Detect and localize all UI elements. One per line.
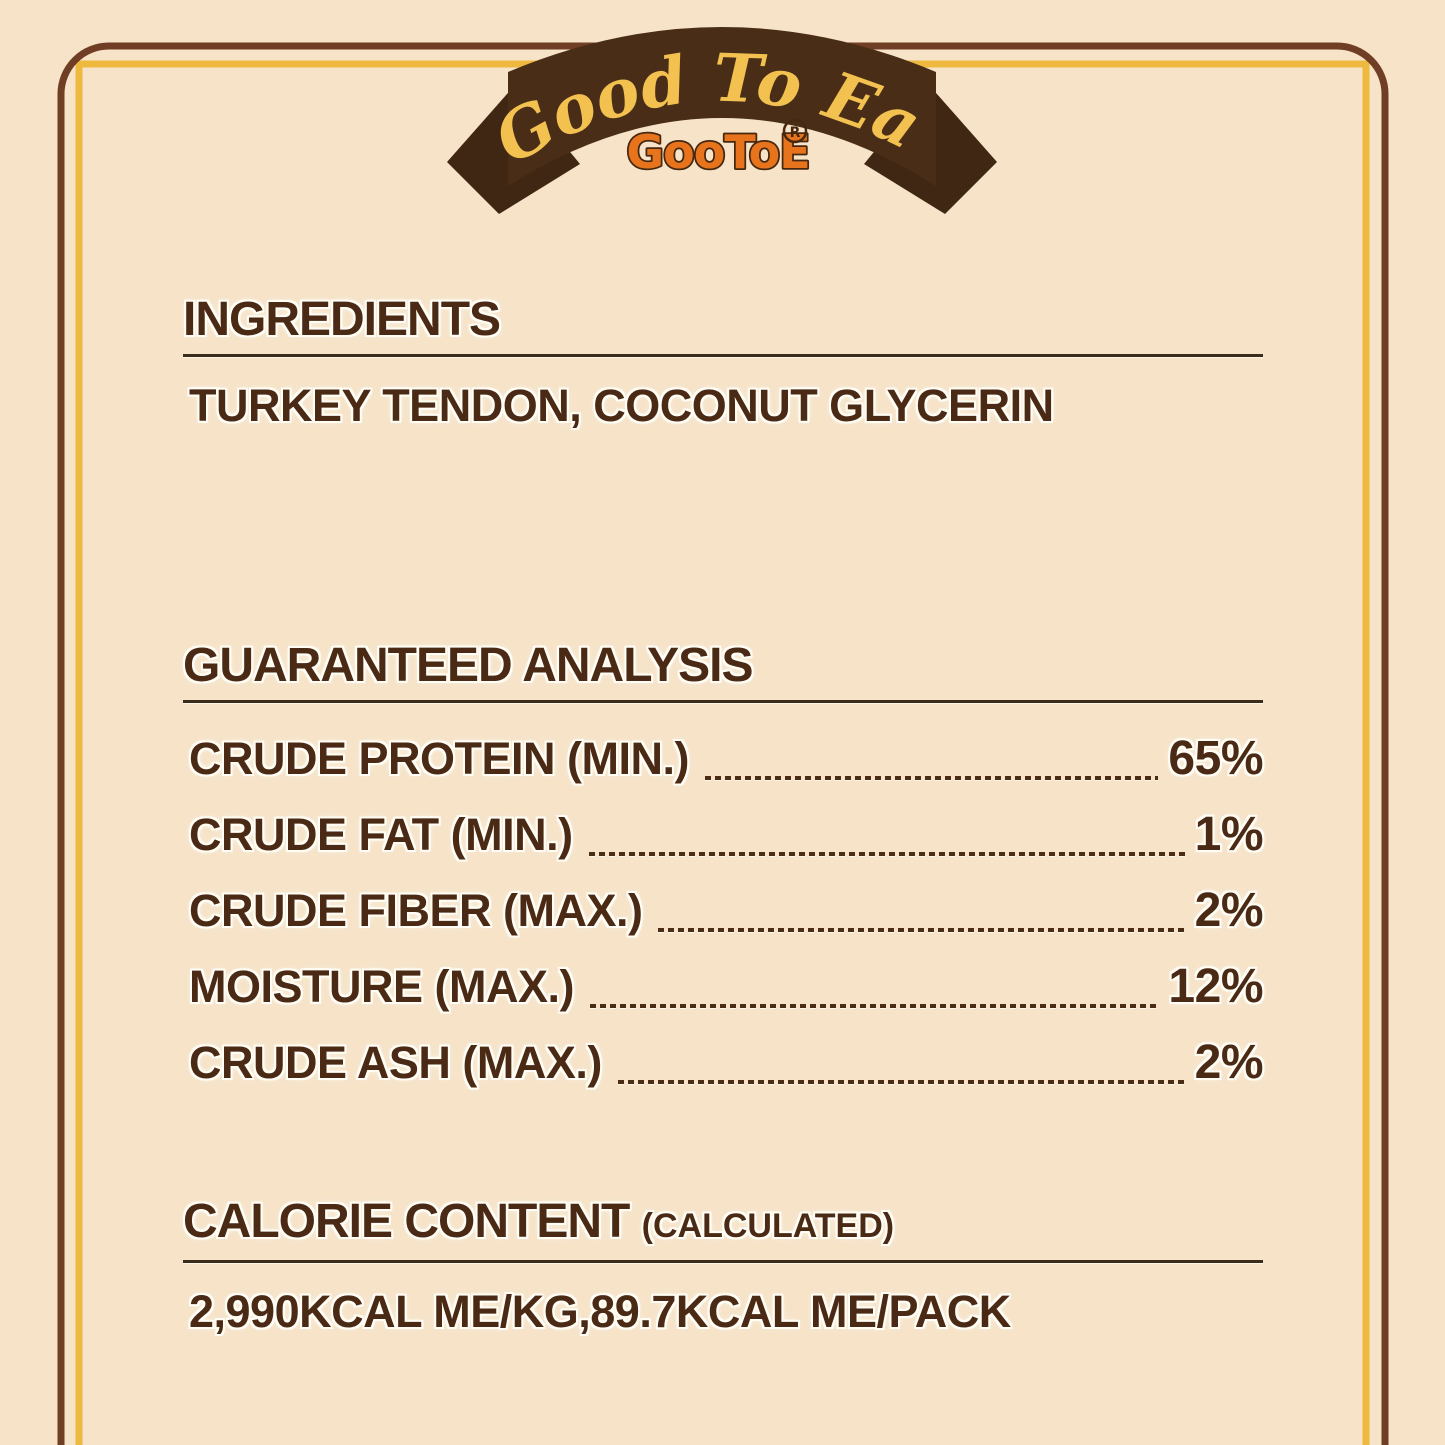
dotted-leader	[658, 928, 1185, 932]
analysis-value: 2%	[1194, 1036, 1264, 1089]
analysis-label: CRUDE ASH (MAX.)	[189, 1037, 602, 1088]
analysis-value: 2%	[1194, 884, 1264, 937]
analysis-value: 12%	[1168, 960, 1263, 1013]
label-content: INGREDIENTS TURKEY TENDON, COCONUT GLYCE…	[183, 0, 1264, 1445]
svg-text:R: R	[790, 125, 801, 141]
analysis-label: MOISTURE (MAX.)	[189, 961, 574, 1012]
analysis-value: 65%	[1168, 732, 1263, 785]
guaranteed-analysis-divider	[183, 700, 1263, 703]
analysis-label: CRUDE PROTEIN (MIN.)	[189, 733, 690, 784]
calorie-title-suffix: (CALCULATED)	[641, 1207, 895, 1245]
analysis-row-crude-fiber: CRUDE FIBER (MAX.) 2%	[183, 873, 1264, 949]
calorie-content-title: CALORIE CONTENT (CALCULATED)	[183, 1196, 1263, 1252]
ribbon-band	[508, 27, 936, 186]
calorie-divider	[183, 1260, 1263, 1263]
analysis-rows: CRUDE PROTEIN (MIN.) 65% CRUDE FAT (MIN.…	[183, 721, 1264, 1101]
calorie-body: 2,990KCAL ME/KG,89.7KCAL ME/PACK	[189, 1286, 1011, 1337]
analysis-value: 1%	[1194, 808, 1264, 861]
dotted-leader	[588, 852, 1185, 856]
registered-trademark-icon: R	[782, 118, 808, 144]
calorie-content-section: CALORIE CONTENT (CALCULATED) 2,990KCAL M…	[183, 1196, 1263, 1337]
analysis-row-crude-protein: CRUDE PROTEIN (MIN.) 65%	[183, 721, 1263, 797]
ingredients-body: TURKEY TENDON, COCONUT GLYCERIN	[189, 380, 1054, 431]
ingredients-divider	[183, 354, 1263, 357]
ingredients-section: INGREDIENTS TURKEY TENDON, COCONUT GLYCE…	[183, 294, 1263, 431]
analysis-row-moisture: MOISTURE (MAX.) 12%	[183, 949, 1263, 1025]
calorie-title-main: CALORIE CONTENT	[183, 1195, 630, 1248]
brand-wordmark: GooToE	[626, 125, 809, 179]
analysis-label: CRUDE FIBER (MAX.)	[189, 885, 643, 936]
dotted-leader	[705, 776, 1159, 780]
analysis-row-crude-fat: CRUDE FAT (MIN.) 1%	[183, 797, 1264, 873]
dotted-leader	[617, 1080, 1185, 1084]
dotted-leader	[589, 1004, 1159, 1008]
analysis-label: CRUDE FAT (MIN.)	[189, 809, 573, 860]
guaranteed-analysis-section: GUARANTEED ANALYSIS CRUDE PROTEIN (MIN.)…	[183, 639, 1264, 1101]
analysis-row-crude-ash: CRUDE ASH (MAX.) 2%	[183, 1025, 1264, 1101]
brand-banner: Good To Eat GooToE R	[0, 0, 997, 214]
ingredients-title: INGREDIENTS	[183, 293, 501, 346]
guaranteed-analysis-title: GUARANTEED ANALYSIS	[183, 639, 754, 692]
